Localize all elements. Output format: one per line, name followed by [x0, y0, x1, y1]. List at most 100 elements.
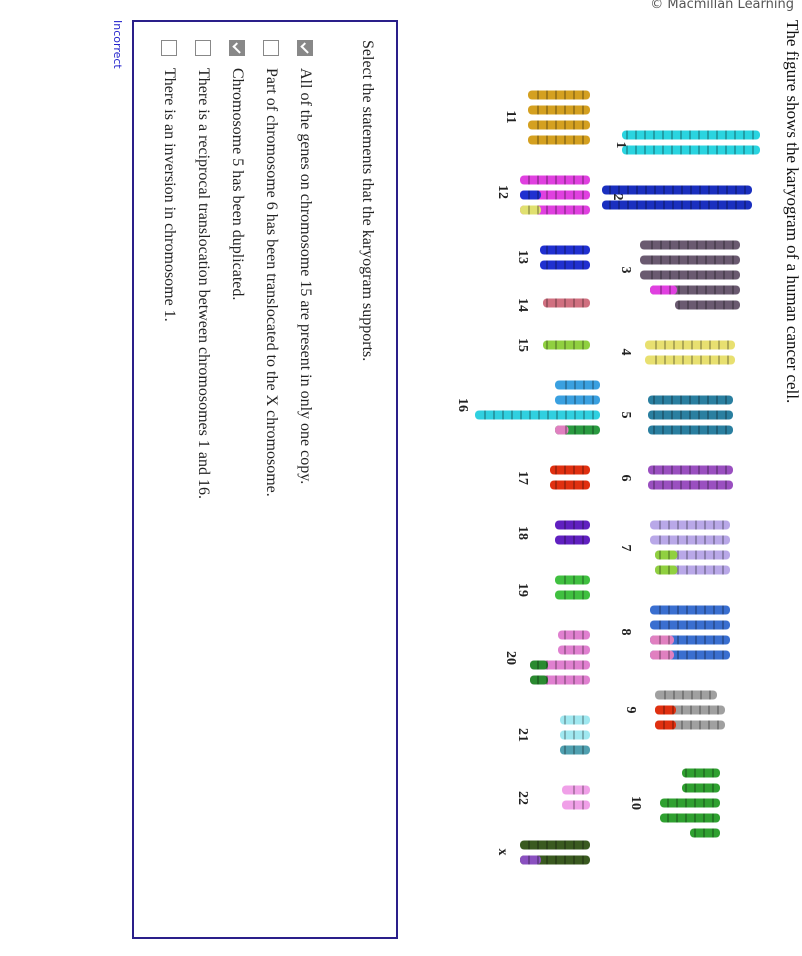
band [592, 425, 594, 435]
band [687, 255, 689, 265]
chromatid [562, 785, 590, 795]
checkbox[interactable] [161, 40, 177, 56]
band [635, 130, 637, 140]
band [714, 285, 716, 295]
band [564, 105, 566, 115]
band [636, 185, 638, 195]
option[interactable]: There is a reciprocal translocation betw… [194, 40, 212, 499]
band [671, 145, 673, 155]
band [546, 205, 548, 215]
band [573, 465, 575, 475]
band [690, 705, 692, 715]
band [708, 200, 710, 210]
chromatid [558, 645, 590, 655]
chromatid [640, 240, 740, 250]
band [695, 520, 697, 530]
band [663, 705, 665, 715]
option[interactable]: Chromosome 5 has been duplicated. [228, 40, 246, 300]
band [564, 745, 566, 755]
band [732, 255, 734, 265]
chromatid-segment [655, 705, 676, 715]
band [716, 465, 718, 475]
band [708, 720, 710, 730]
band [707, 465, 709, 475]
band [654, 185, 656, 195]
option[interactable]: Part of chromosome 6 has been translocat… [262, 40, 280, 497]
band [725, 130, 727, 140]
band [668, 635, 670, 645]
band [698, 465, 700, 475]
checkbox[interactable] [297, 40, 313, 56]
band [592, 410, 594, 420]
band [689, 425, 691, 435]
band [672, 720, 674, 730]
band [555, 205, 557, 215]
band [673, 340, 675, 350]
band [696, 300, 698, 310]
band [709, 690, 711, 700]
band [714, 240, 716, 250]
band [677, 620, 679, 630]
band [698, 395, 700, 405]
band [672, 705, 674, 715]
band [573, 298, 575, 308]
chromatid [555, 520, 590, 530]
band [574, 425, 576, 435]
band [712, 768, 714, 778]
chromatid [540, 260, 590, 270]
band [722, 620, 724, 630]
band [564, 840, 566, 850]
band [714, 255, 716, 265]
option[interactable]: There is an inversion in chromosome 1. [160, 40, 178, 322]
band [662, 410, 664, 420]
band [676, 798, 678, 808]
band [537, 190, 539, 200]
band [700, 690, 702, 700]
chromosome-label: 10 [628, 796, 643, 810]
band [582, 660, 584, 670]
band [653, 425, 655, 435]
band [676, 813, 678, 823]
band [699, 200, 701, 210]
band [716, 130, 718, 140]
band [671, 395, 673, 405]
band [686, 650, 688, 660]
band [667, 813, 669, 823]
band [582, 800, 584, 810]
band [618, 185, 620, 195]
band [582, 105, 584, 115]
band [668, 605, 670, 615]
checkbox[interactable] [229, 40, 245, 56]
checkbox[interactable] [195, 40, 211, 56]
chromatid-segment [520, 205, 541, 215]
band [663, 720, 665, 730]
checkbox[interactable] [263, 40, 279, 56]
option[interactable]: All of the genes on chromosome 15 are pr… [296, 40, 314, 484]
band [686, 535, 688, 545]
band [663, 200, 665, 210]
band [703, 813, 705, 823]
band [546, 175, 548, 185]
band [718, 340, 720, 350]
band [653, 410, 655, 420]
chromatid [560, 745, 590, 755]
band [722, 520, 724, 530]
band [700, 340, 702, 350]
band [707, 145, 709, 155]
chromatid [648, 395, 733, 405]
band [582, 590, 584, 600]
chromatid [648, 410, 733, 420]
band [618, 200, 620, 210]
band [659, 550, 661, 560]
chromatid [555, 535, 590, 545]
band [722, 550, 724, 560]
chromosome-label: 3 [618, 267, 633, 274]
chromosome-label: 4 [618, 349, 633, 356]
chromatid [562, 800, 590, 810]
band [546, 840, 548, 850]
band [698, 410, 700, 420]
band [678, 300, 680, 310]
band [705, 255, 707, 265]
band [537, 175, 539, 185]
band [582, 645, 584, 655]
